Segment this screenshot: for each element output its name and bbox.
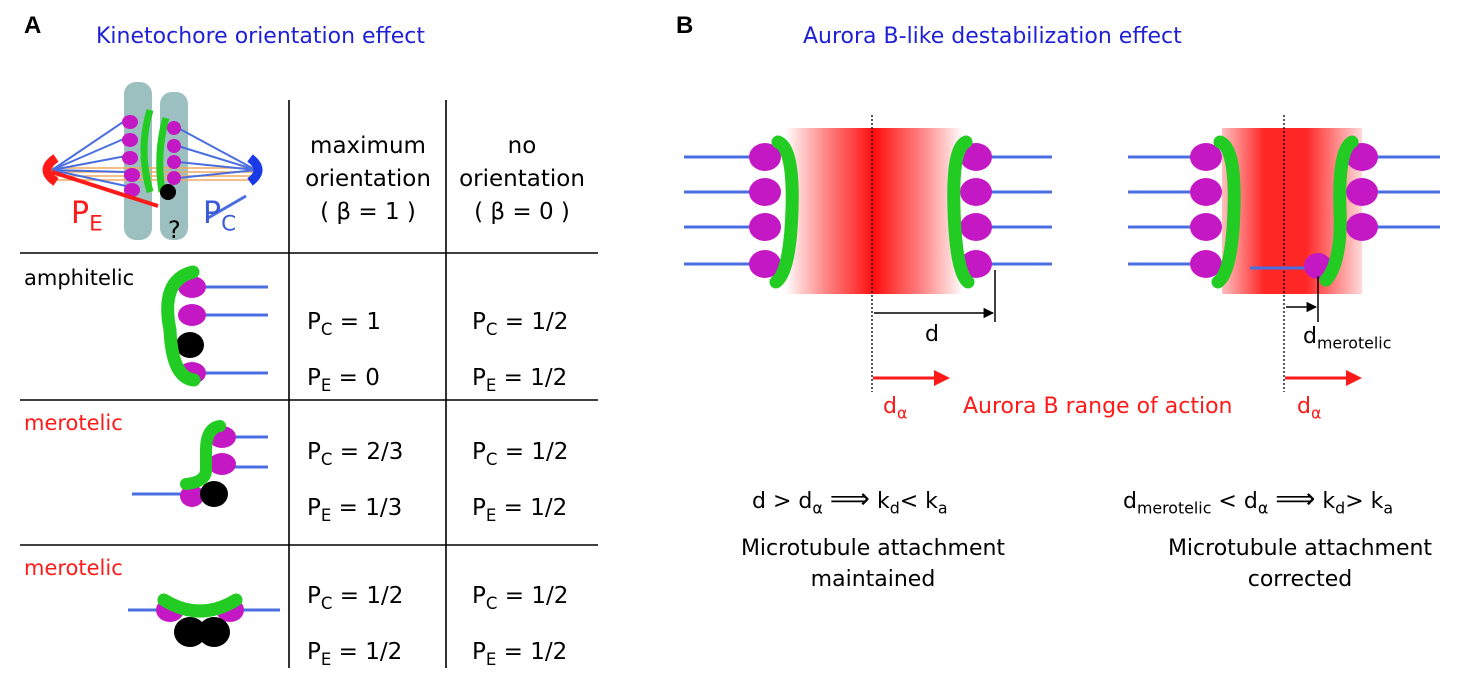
row-label-merotelic-1: merotelic: [24, 411, 123, 435]
cell-amphitelic-max: PC = 1 PE = 0: [307, 309, 381, 395]
cell-merotelic2-max: PC = 1/2 PE = 1/2: [307, 583, 404, 669]
row-label-amphitelic: amphitelic: [24, 266, 135, 290]
header-maximum-orientation: maximum orientation ( β = 1 ): [305, 133, 431, 225]
question-mark: ?: [168, 216, 181, 244]
d-label: d: [925, 322, 939, 347]
aurora-gradient-left: [785, 128, 963, 294]
merotelic-kinetochore-1: [132, 420, 268, 507]
spindle-illustration: [42, 82, 263, 240]
aurora-diagram-right: [1128, 115, 1440, 392]
caption-left: Microtubule attachment maintained: [740, 536, 1006, 592]
table-grid: [20, 100, 598, 668]
formula-left: d > dα ⟹ kd< ka: [752, 482, 948, 518]
caption-right: Microtubule attachment corrected: [1167, 536, 1433, 592]
pe-label: PE: [71, 196, 103, 237]
cell-amphitelic-none: PC = 1/2 PE = 1/2: [472, 309, 569, 395]
amphitelic-kinetochore: [161, 265, 268, 387]
merotelic-kinetochore-2: [128, 593, 280, 647]
d-alpha-left: dα: [883, 394, 908, 423]
header-no-orientation: no orientation ( β = 0 ): [459, 133, 585, 225]
cell-merotelic1-none: PC = 1/2 PE = 1/2: [472, 439, 569, 525]
cell-merotelic2-none: PC = 1/2 PE = 1/2: [472, 583, 569, 669]
panel-a-title: Kinetochore orientation effect: [96, 24, 425, 49]
formula-right: dmerotelic < dα ⟹ kd> ka: [1123, 482, 1394, 518]
panel-b-label: B: [676, 12, 694, 39]
cell-merotelic1-max: PC = 2/3 PE = 1/3: [307, 439, 404, 525]
row-label-merotelic-2: merotelic: [24, 556, 123, 580]
d-alpha-right: dα: [1297, 394, 1322, 423]
d-merotelic-label: dmerotelic: [1303, 324, 1392, 353]
aurora-range-label: Aurora B range of action: [963, 394, 1233, 419]
panel-b-title: Aurora B-like destabilization effect: [803, 24, 1182, 49]
aurora-diagram-left: [684, 115, 1052, 392]
panel-a-label: A: [24, 12, 42, 39]
pc-label: PC: [203, 196, 237, 237]
